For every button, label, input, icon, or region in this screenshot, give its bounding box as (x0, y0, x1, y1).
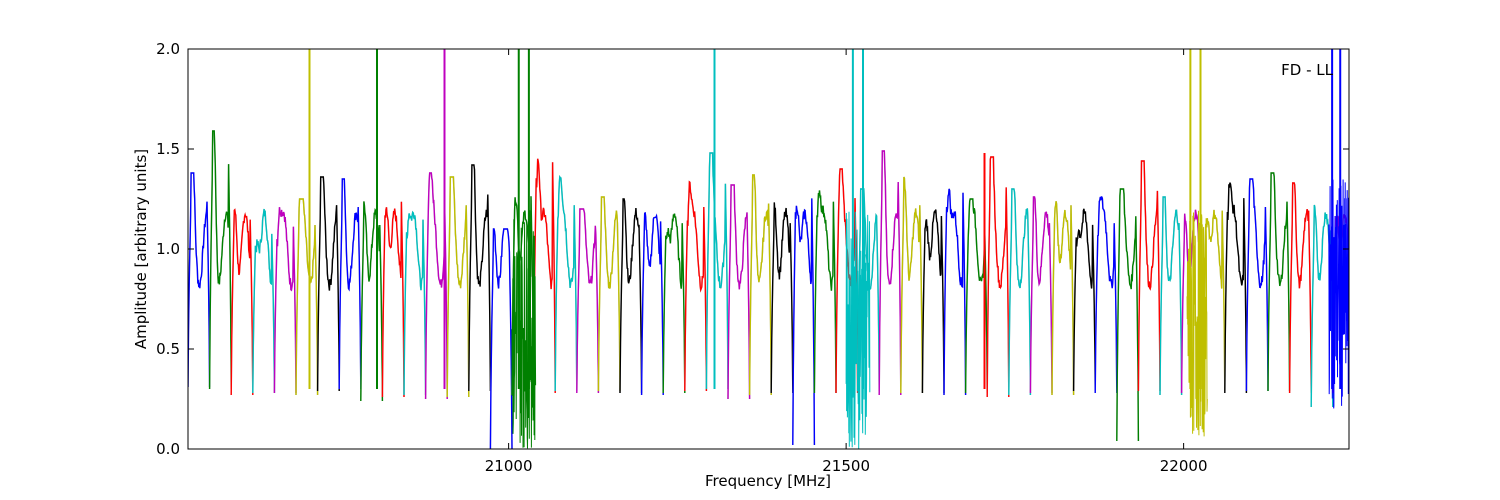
channel-trace-20 (619, 198, 643, 394)
y-axis-label: Amplitude [arbitrary units] (132, 149, 150, 349)
x-tick-label-0: 21000 (485, 457, 533, 475)
plot-annotation: FD - LL (1281, 61, 1333, 79)
channel-trace-4 (273, 207, 297, 394)
channel-trace-26 (748, 174, 772, 396)
y-tick-label-4: 2.0 (156, 40, 180, 58)
channel-trace-7 (338, 178, 362, 390)
channel-trace-23 (684, 180, 708, 392)
channel-trace-6 (316, 176, 340, 392)
x-tick-label-2: 22000 (1160, 457, 1208, 475)
channel-trace-18 (576, 208, 600, 394)
channel-trace-19 (597, 196, 621, 392)
channel-trace-16 (532, 158, 556, 394)
channel-trace-44 (1137, 160, 1161, 392)
channel-trace-25 (727, 184, 751, 400)
channel-trace-21 (640, 212, 664, 396)
noise-region-0 (511, 210, 537, 449)
y-tick-label-3: 1.5 (156, 140, 180, 158)
channel-trace-42 (1094, 196, 1118, 394)
channel-trace-8 (360, 201, 384, 402)
channel-trace-2 (230, 208, 254, 396)
plot-frame (187, 48, 1350, 450)
noise-region-1 (845, 211, 871, 449)
channel-trace-0 (188, 172, 211, 388)
channel-trace-35 (943, 188, 967, 396)
y-tick-label-1: 0.5 (156, 340, 180, 358)
channel-trace-24 (705, 152, 729, 390)
channel-trace-10 (403, 210, 427, 396)
channel-trace-9 (381, 201, 405, 398)
ticks-layer: 21000 21500 22000 0.0 0.5 1.0 1.5 2.0 (156, 40, 1349, 475)
channel-trace-40 (1051, 201, 1075, 396)
channel-trace-14 (489, 228, 513, 449)
channel-trace-37 (986, 156, 1010, 398)
channel-trace-34 (921, 209, 945, 394)
channel-trace-41 (1072, 208, 1096, 392)
channel-trace-38 (1008, 188, 1032, 396)
channel-trace-27 (770, 202, 794, 394)
channel-trace-13 (468, 164, 492, 392)
channel-trace-33 (900, 176, 924, 394)
channel-trace-43 (1116, 188, 1140, 442)
channel-trace-12 (446, 176, 470, 398)
channel-trace-45 (1159, 196, 1183, 396)
channel-trace-28 (792, 198, 816, 446)
channel-trace-48 (1224, 182, 1248, 394)
channel-trace-3 (252, 208, 276, 394)
channel-trace-1 (208, 130, 232, 390)
channel-trace-39 (1029, 196, 1053, 394)
channel-trace-47 (1202, 209, 1226, 392)
channel-trace-50 (1267, 172, 1291, 392)
channel-trace-17 (554, 175, 578, 392)
channel-trace-22 (662, 213, 686, 394)
x-axis-label: Frequency [MHz] (705, 472, 831, 490)
y-tick-label-0: 0.0 (156, 440, 180, 458)
series-layer (188, 49, 1349, 449)
channel-trace-32 (878, 150, 902, 396)
channel-trace-5 (295, 198, 319, 396)
channel-trace-49 (1245, 178, 1269, 392)
y-tick-label-2: 1.0 (156, 240, 180, 258)
channel-trace-51 (1288, 182, 1312, 394)
x-tick-label-1: 21500 (822, 457, 870, 475)
noise-region-2 (1186, 210, 1208, 437)
channel-trace-29 (813, 190, 837, 394)
